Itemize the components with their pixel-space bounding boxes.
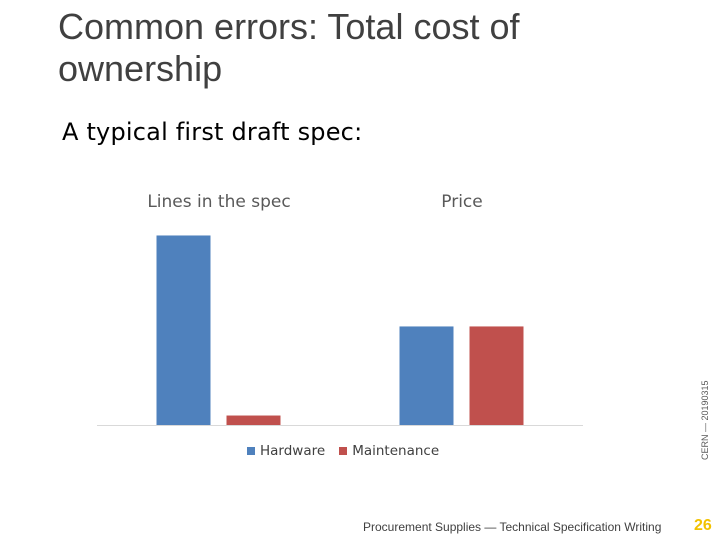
bar-hardware-1 (156, 235, 211, 425)
legend-swatch-maintenance (339, 447, 348, 455)
category-label-price: Price (441, 192, 483, 212)
chart-legend: Hardware Maintenance (247, 443, 439, 459)
footer-text: Procurement Supplies — Technical Specifi… (363, 520, 662, 534)
legend-label-hardware: Hardware (260, 443, 326, 459)
bar-maintenance-1 (226, 415, 281, 425)
side-reference-text: CERN — 20190315 (700, 380, 710, 460)
category-label-lines: Lines in the spec (147, 192, 291, 212)
legend-swatch-hardware (247, 447, 255, 455)
page-number: 26 (694, 517, 712, 534)
bar-maintenance-2 (469, 326, 524, 425)
legend-item-maintenance: Maintenance (339, 443, 439, 459)
legend-label-maintenance: Maintenance (352, 443, 440, 459)
bar-hardware-2 (399, 326, 454, 425)
legend-item-hardware: Hardware (247, 443, 325, 459)
slide-title: Common errors: Total cost of ownership (58, 6, 520, 89)
slide-subtitle: A typical first draft spec: (62, 118, 363, 146)
